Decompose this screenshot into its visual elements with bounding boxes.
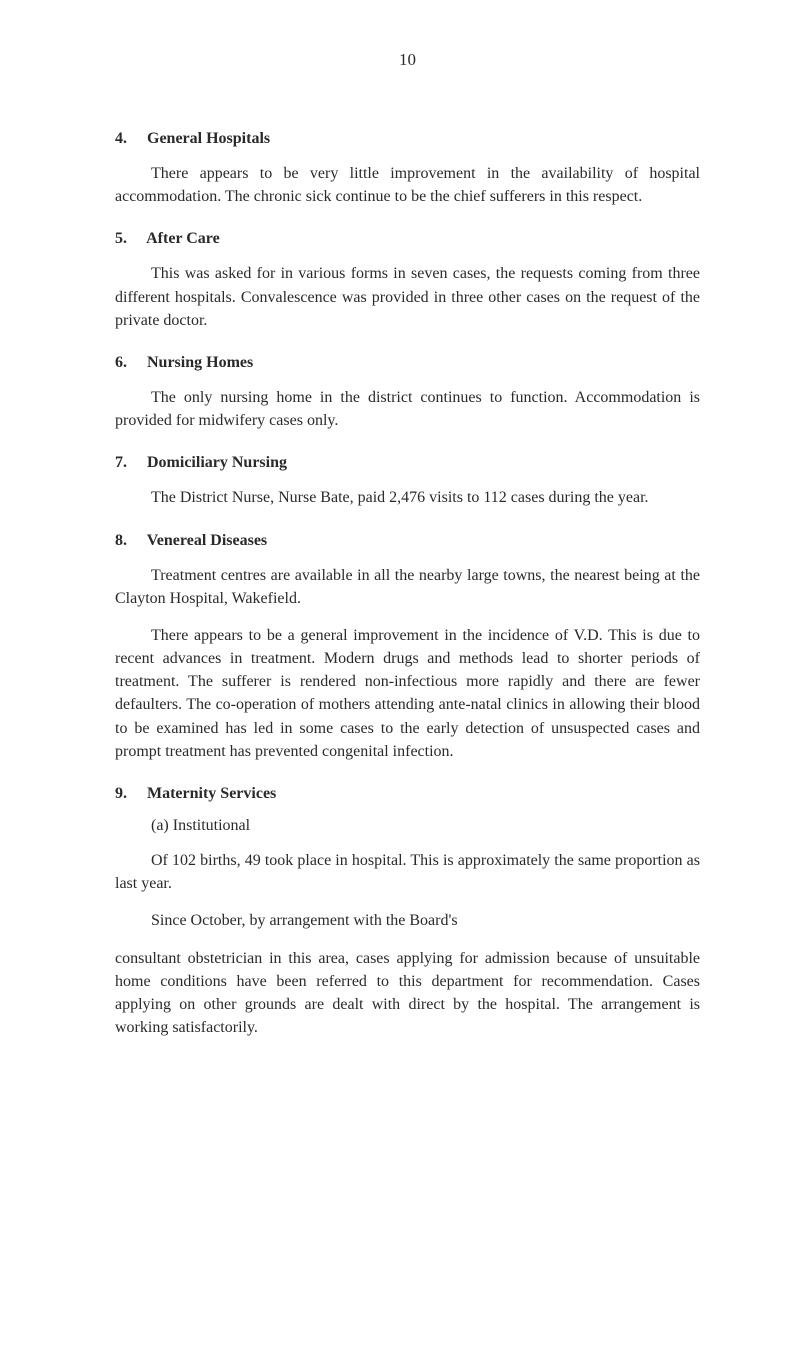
section-9-para-1: Of 102 births, 49 took place in hospital…: [115, 849, 700, 895]
section-8: 8. Venereal Diseases Treatment centres a…: [115, 532, 700, 764]
page-number: 10: [115, 50, 700, 70]
section-7: 7. Domiciliary Nursing The District Nurs…: [115, 454, 700, 509]
section-5-title: After Care: [146, 230, 220, 247]
section-6-para-1: The only nursing home in the district co…: [115, 386, 700, 432]
section-8-heading: 8. Venereal Diseases: [115, 532, 700, 550]
section-4-para-1: There appears to be very little improvem…: [115, 162, 700, 208]
section-7-number: 7.: [115, 454, 143, 472]
section-8-number: 8.: [115, 532, 143, 550]
section-4: 4. General Hospitals There appears to be…: [115, 130, 700, 208]
section-8-title: Venereal Diseases: [147, 532, 267, 549]
section-4-title: General Hospitals: [147, 130, 270, 147]
section-9: 9. Maternity Services (a) Institutional …: [115, 785, 700, 1039]
section-8-para-1: Treatment centres are available in all t…: [115, 564, 700, 610]
section-7-title: Domiciliary Nursing: [147, 454, 287, 471]
section-9-sub-a: (a) Institutional: [115, 817, 700, 835]
section-5-heading: 5. After Care: [115, 230, 700, 248]
section-9-heading: 9. Maternity Services: [115, 785, 700, 803]
section-9-para-2: Since October, by arrangement with the B…: [115, 909, 700, 932]
section-8-para-2: There appears to be a general improvemen…: [115, 624, 700, 763]
section-6-number: 6.: [115, 354, 143, 372]
section-9-para-3: consultant obstetrician in this area, ca…: [115, 947, 700, 1040]
section-4-number: 4.: [115, 130, 143, 148]
section-9-title: Maternity Services: [147, 785, 276, 802]
section-7-heading: 7. Domiciliary Nursing: [115, 454, 700, 472]
section-5-para-1: This was asked for in various forms in s…: [115, 262, 700, 332]
section-6-heading: 6. Nursing Homes: [115, 354, 700, 372]
section-7-para-1: The District Nurse, Nurse Bate, paid 2,4…: [115, 486, 700, 509]
section-4-heading: 4. General Hospitals: [115, 130, 700, 148]
section-6: 6. Nursing Homes The only nursing home i…: [115, 354, 700, 432]
section-6-title: Nursing Homes: [147, 354, 253, 371]
section-9-number: 9.: [115, 785, 143, 803]
section-5: 5. After Care This was asked for in vari…: [115, 230, 700, 332]
section-5-number: 5.: [115, 230, 143, 248]
